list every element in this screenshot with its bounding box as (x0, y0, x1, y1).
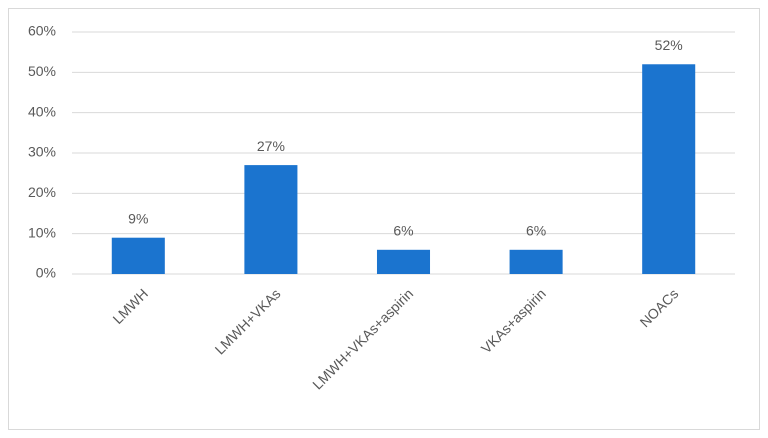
data-label: 27% (257, 138, 285, 154)
chart-border (8, 8, 760, 430)
bar (111, 237, 165, 274)
data-label: 6% (393, 223, 413, 239)
bar (376, 249, 431, 274)
data-label: 6% (526, 223, 546, 239)
data-label: 9% (128, 210, 148, 226)
y-tick-label: 30% (28, 144, 56, 160)
data-label: 52% (655, 37, 683, 53)
bar (642, 64, 696, 275)
y-tick-label: 10% (28, 224, 56, 240)
y-tick-label: 0% (36, 265, 56, 281)
y-tick-label: 20% (28, 184, 56, 200)
y-tick-label: 40% (28, 103, 56, 119)
y-tick-label: 50% (28, 63, 56, 79)
bar (244, 165, 298, 274)
bar (509, 249, 563, 274)
y-tick-label: 60% (28, 23, 56, 39)
